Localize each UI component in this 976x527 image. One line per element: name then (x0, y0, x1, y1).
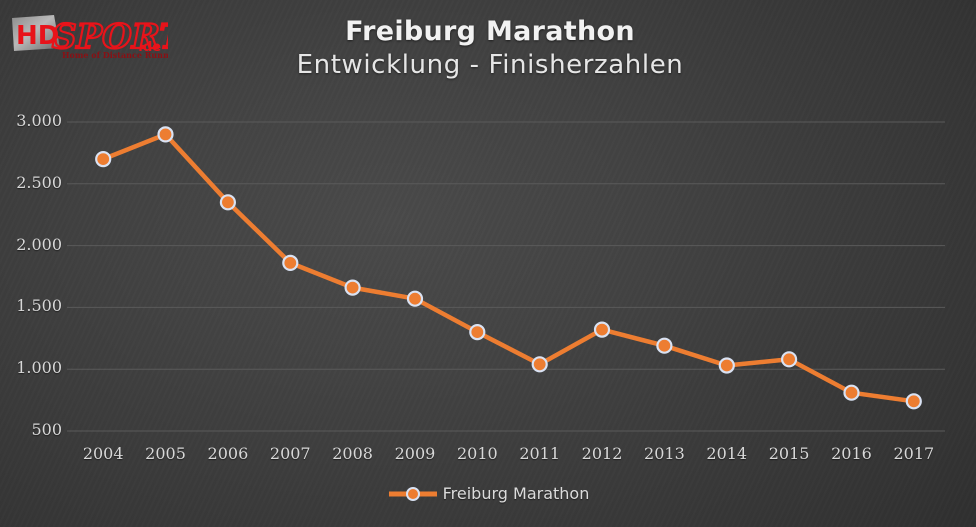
x-axis-tick-label: 2014 (706, 444, 748, 463)
y-axis-tick-label: 1.500 (16, 296, 62, 316)
data-point-marker[interactable] (718, 357, 735, 374)
x-axis-tick-label: 2007 (269, 444, 311, 463)
data-point-marker[interactable] (531, 356, 548, 373)
x-axis-tick-label: 2017 (893, 444, 935, 463)
x-axis-tick-label: 2009 (394, 444, 436, 463)
y-axis-ticks (67, 121, 72, 432)
x-axis-tick-label: 2010 (456, 444, 498, 463)
y-axis-tick-label: 3.000 (16, 111, 62, 130)
gridlines (72, 121, 945, 432)
chart-legend: Freiburg Marathon (0, 484, 976, 503)
logo-hd-text: HD (16, 21, 59, 51)
legend-swatch-icon (388, 486, 437, 501)
logo-graphic: HD SPORTS .de Home of Distance Runners (12, 15, 168, 60)
series-line-freiburg-marathon (100, 132, 917, 404)
y-axis-tick-label: 1.000 (16, 358, 62, 378)
data-point-marker[interactable] (843, 384, 860, 401)
data-point-marker[interactable] (656, 337, 673, 354)
x-axis-tick-label: 2005 (145, 444, 186, 463)
data-point-marker[interactable] (780, 351, 798, 368)
x-axis-tick-label: 2015 (768, 444, 810, 463)
logo-de-text: .de (138, 40, 161, 55)
logo-sports-text: SPORTS (52, 17, 168, 57)
y-axis-tick-label: 2.500 (16, 172, 62, 192)
y-axis-tick-label: 2.000 (16, 234, 62, 254)
data-point-marker[interactable] (406, 290, 424, 307)
data-point-marker[interactable] (344, 279, 361, 296)
data-point-marker[interactable] (219, 194, 236, 211)
hdsports-logo: HD SPORTS .de Home of Distance Runners (8, 8, 168, 64)
x-axis-tick-label: 2012 (581, 444, 623, 463)
data-point-marker[interactable] (282, 254, 299, 271)
x-axis-tick-label: 2013 (644, 444, 685, 463)
x-axis-tick-label: 2016 (831, 444, 872, 463)
data-point-marker[interactable] (95, 151, 112, 168)
data-point-marker[interactable] (157, 126, 174, 143)
x-axis-tick-label: 2006 (207, 444, 249, 463)
x-axis-tick-label: 2004 (82, 444, 124, 463)
logo-tagline: Home of Distance Runners (62, 50, 168, 60)
data-point-marker[interactable] (593, 321, 611, 338)
x-axis-tick-label: 2008 (332, 444, 373, 463)
legend-label: Freiburg Marathon (442, 484, 590, 503)
series-markers (95, 126, 922, 410)
data-point-marker[interactable] (469, 324, 486, 341)
x-axis-tick-label: 2011 (519, 444, 561, 463)
y-axis-tick-label: 500 (31, 420, 62, 439)
data-point-marker[interactable] (905, 393, 922, 410)
